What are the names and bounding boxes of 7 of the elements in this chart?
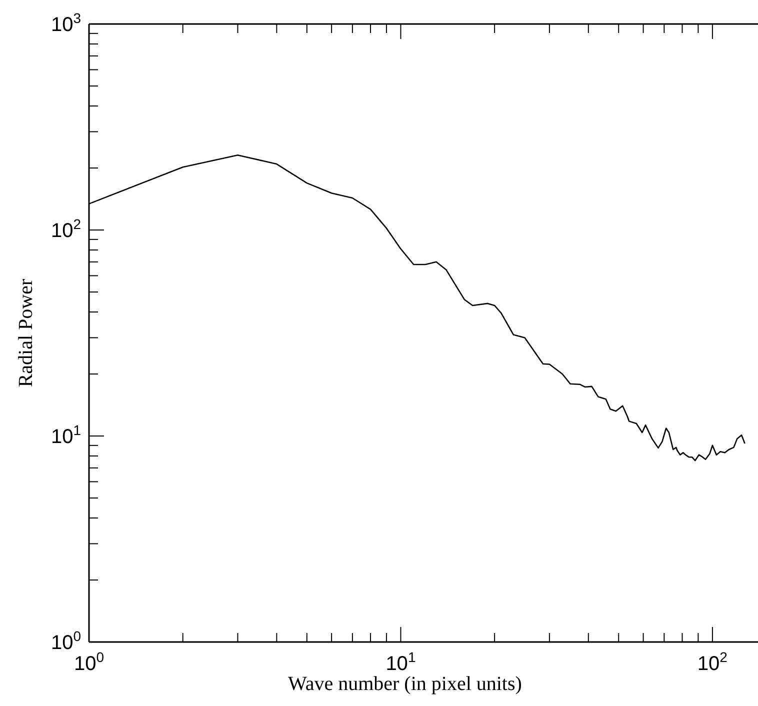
y-tick-label: 10$^{2}$ xyxy=(50,216,82,242)
y-tick-label: 10$^{3}$ xyxy=(50,10,82,36)
y-axis-title: Radial Power xyxy=(15,278,37,388)
x-tick-label: 10$^{2}$ xyxy=(697,649,728,675)
x-tick-label: 10$^{1}$ xyxy=(386,649,416,675)
x-axis-title: Wave number (in pixel units) xyxy=(288,673,522,695)
y-tick-label: 10$^{1}$ xyxy=(50,422,82,448)
